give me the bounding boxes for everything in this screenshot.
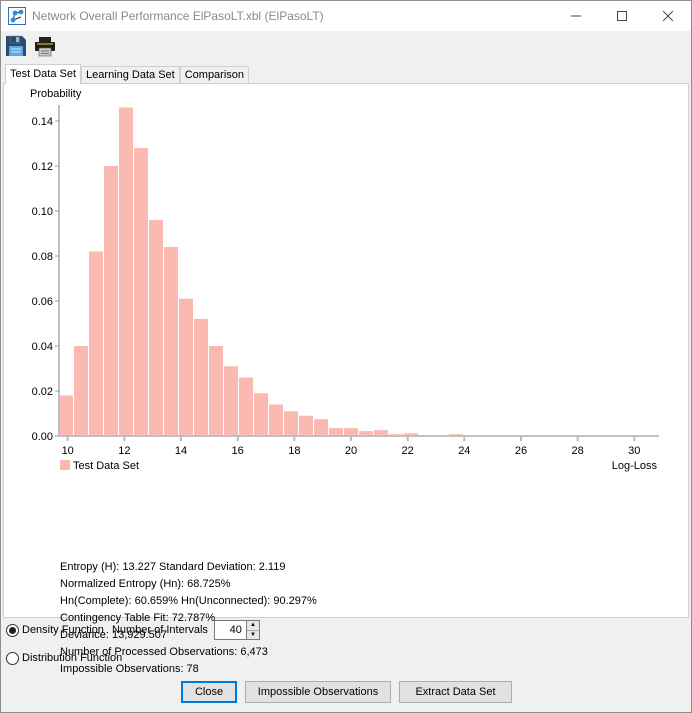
save-button[interactable] [5,35,29,59]
histogram-bar [194,319,208,436]
histogram-bar [329,428,343,436]
y-axis-label: Probability [30,88,82,100]
impossible-observations-stat: Impossible Observations: 78 [60,663,199,675]
histogram-bar [284,411,298,436]
statistics-block: Entropy (H): 13.227 Standard Deviation: … [60,559,317,678]
histogram-bar [239,377,253,436]
histogram-bar [314,419,328,436]
x-tick-label: 22 [402,445,414,457]
save-icon [6,35,26,56]
extract-data-set-button[interactable]: Extract Data Set [399,681,512,703]
toolbar [1,31,691,63]
close-button[interactable]: Close [181,681,237,703]
histogram-bar [74,346,88,436]
distribution-radio[interactable] [6,651,19,665]
window-title: Network Overall Performance ElPasoLT.xbl… [32,9,324,23]
y-tick-label: 0.04 [32,341,53,353]
processed-observations-stat: Number of Processed Observations: 6,473 [60,646,268,658]
y-tick-label: 0.00 [32,431,53,443]
maximize-button[interactable] [599,1,645,31]
spin-up-icon[interactable]: ▲ [249,622,256,629]
y-tick-label: 0.12 [32,161,53,173]
histogram-bar [254,393,268,436]
y-tick-label: 0.02 [32,386,53,398]
y-tick-label: 0.06 [32,296,53,308]
y-tick-label: 0.14 [32,116,53,128]
y-tick-label: 0.10 [32,206,53,218]
histogram-bar [404,433,418,436]
chart-panel: Probability 0.00 0.02 0.04 0.06 0.08 0.10 0.12 0… [3,83,689,675]
density-label: Density Function [22,624,104,636]
x-tick-label: 28 [572,445,584,457]
intervals-label: Number of Intervals [111,624,208,636]
histogram-bar [89,251,103,436]
histogram-bar [59,395,73,436]
entropy-stat: Entropy (H): 13.227 Standard Deviation: … [60,561,286,573]
tab-learning-data-set[interactable]: Learning Data Set [81,66,180,84]
histogram-bar [164,247,178,436]
x-tick-label: 14 [175,445,187,457]
y-tick-label: 0.08 [32,251,53,263]
intervals-input[interactable]: 40 [213,620,247,640]
close-window-button[interactable] [645,1,691,31]
histogram-bar [104,166,118,436]
radio-selected-dot [9,626,16,634]
x-tick-label: 16 [232,445,244,457]
x-axis-label: Log-Loss [612,460,658,472]
x-tick-label: 18 [288,445,300,457]
histogram-bar [344,428,358,436]
deviance-stat: Deviance: 13,929.507 [60,629,168,641]
legend-swatch [60,460,70,470]
title-bar: Network Overall Performance ElPasoLT.xbl… [1,1,691,31]
minimize-icon [571,15,581,17]
tab-bar: Test Data Set Learning Data Set Comparis… [5,64,250,84]
histogram-bar [134,148,148,436]
histogram-bar [269,404,283,436]
tab-test-data-set[interactable]: Test Data Set [5,64,82,84]
x-tick-label: 26 [515,445,527,457]
density-function-option[interactable]: Density Function Number of Intervals 40 … [6,620,260,640]
print-button[interactable] [34,35,58,59]
x-tick-label: 20 [345,445,357,457]
legend-label: Test Data Set [73,460,139,472]
histogram-bar [374,430,388,436]
distribution-label: Distribution Function [22,652,123,664]
normalized-entropy-stat: Normalized Entropy (Hn): 68.725% [60,578,231,590]
intervals-spinner[interactable]: 40 ▲ ▼ [213,620,260,640]
histogram-bar [299,415,313,436]
density-radio[interactable] [6,623,19,637]
histogram-bar [119,107,133,436]
spin-down-icon[interactable]: ▼ [246,629,259,640]
maximize-icon [617,11,627,21]
histogram-chart: Probability 0.00 0.02 0.04 0.06 0.08 0.10 0.12 0… [30,88,659,472]
spinner-buttons[interactable]: ▲ ▼ [246,620,260,640]
hn-complete-stat: Hn(Complete): 60.659% Hn(Unconnected): 9… [60,595,317,607]
distribution-function-option[interactable]: Distribution Function [6,648,122,668]
x-tick-label: 10 [62,445,74,457]
x-tick-label: 30 [628,445,640,457]
contingency-fit-stat: Contingency Table Fit: 72.787% [60,612,216,624]
network-app-icon [8,7,26,25]
x-tick-label: 24 [458,445,470,457]
histogram-bar [179,298,193,436]
x-tick-label: 12 [118,445,130,457]
histogram-bar [149,220,163,436]
close-icon [663,11,673,21]
tab-comparison[interactable]: Comparison [179,66,250,84]
minimize-button[interactable] [553,1,599,31]
histogram-bar [359,431,373,436]
print-icon [35,37,55,57]
histogram-bar [224,366,238,436]
impossible-observations-button[interactable]: Impossible Observations [245,681,391,703]
histogram-bar [209,346,223,436]
